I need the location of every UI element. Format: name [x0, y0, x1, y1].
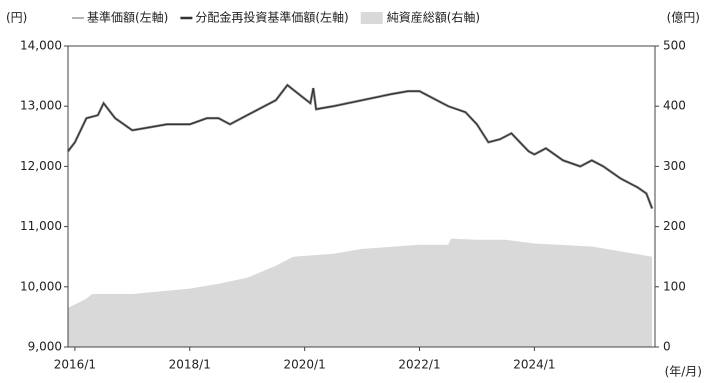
- line: [67, 84, 653, 209]
- y-tick-label: 14,000: [20, 39, 62, 53]
- y-unit: (円): [6, 11, 27, 25]
- legend-label: 純資産総額(右軸): [387, 10, 480, 25]
- x-tick-label: 2024/1: [513, 358, 555, 372]
- x-tick-label: 2022/1: [398, 358, 440, 372]
- x-tick-label: 2016/1: [54, 358, 96, 372]
- x-tick-label: 2020/1: [284, 358, 326, 372]
- y2-unit: (億円): [667, 11, 700, 25]
- y-tick-label: 10,000: [20, 279, 62, 293]
- y-tick-label: 12,000: [20, 159, 62, 173]
- y2-tick-label: 100: [663, 279, 686, 293]
- y2-tick-label: 0: [663, 340, 671, 354]
- legend-label: 基準価額(左軸): [87, 10, 168, 25]
- y-tick-label: 9,000: [28, 340, 62, 354]
- y-tick-label: 13,000: [20, 99, 62, 113]
- y2-tick-label: 500: [663, 39, 686, 53]
- line: [66, 83, 654, 209]
- plot-frame: [67, 45, 656, 348]
- y-tick-label: 11,000: [20, 219, 62, 233]
- x-tick-label: 2018/1: [169, 358, 211, 372]
- y2-tick-label: 400: [663, 99, 686, 113]
- y2-tick-label: 300: [663, 159, 686, 173]
- legend-label: 分配金再投資基準価額(左軸): [195, 10, 348, 25]
- y2-tick-label: 200: [663, 219, 686, 233]
- x-unit: (年/月): [665, 365, 702, 379]
- legend-swatch: [360, 12, 383, 24]
- area: [68, 238, 653, 347]
